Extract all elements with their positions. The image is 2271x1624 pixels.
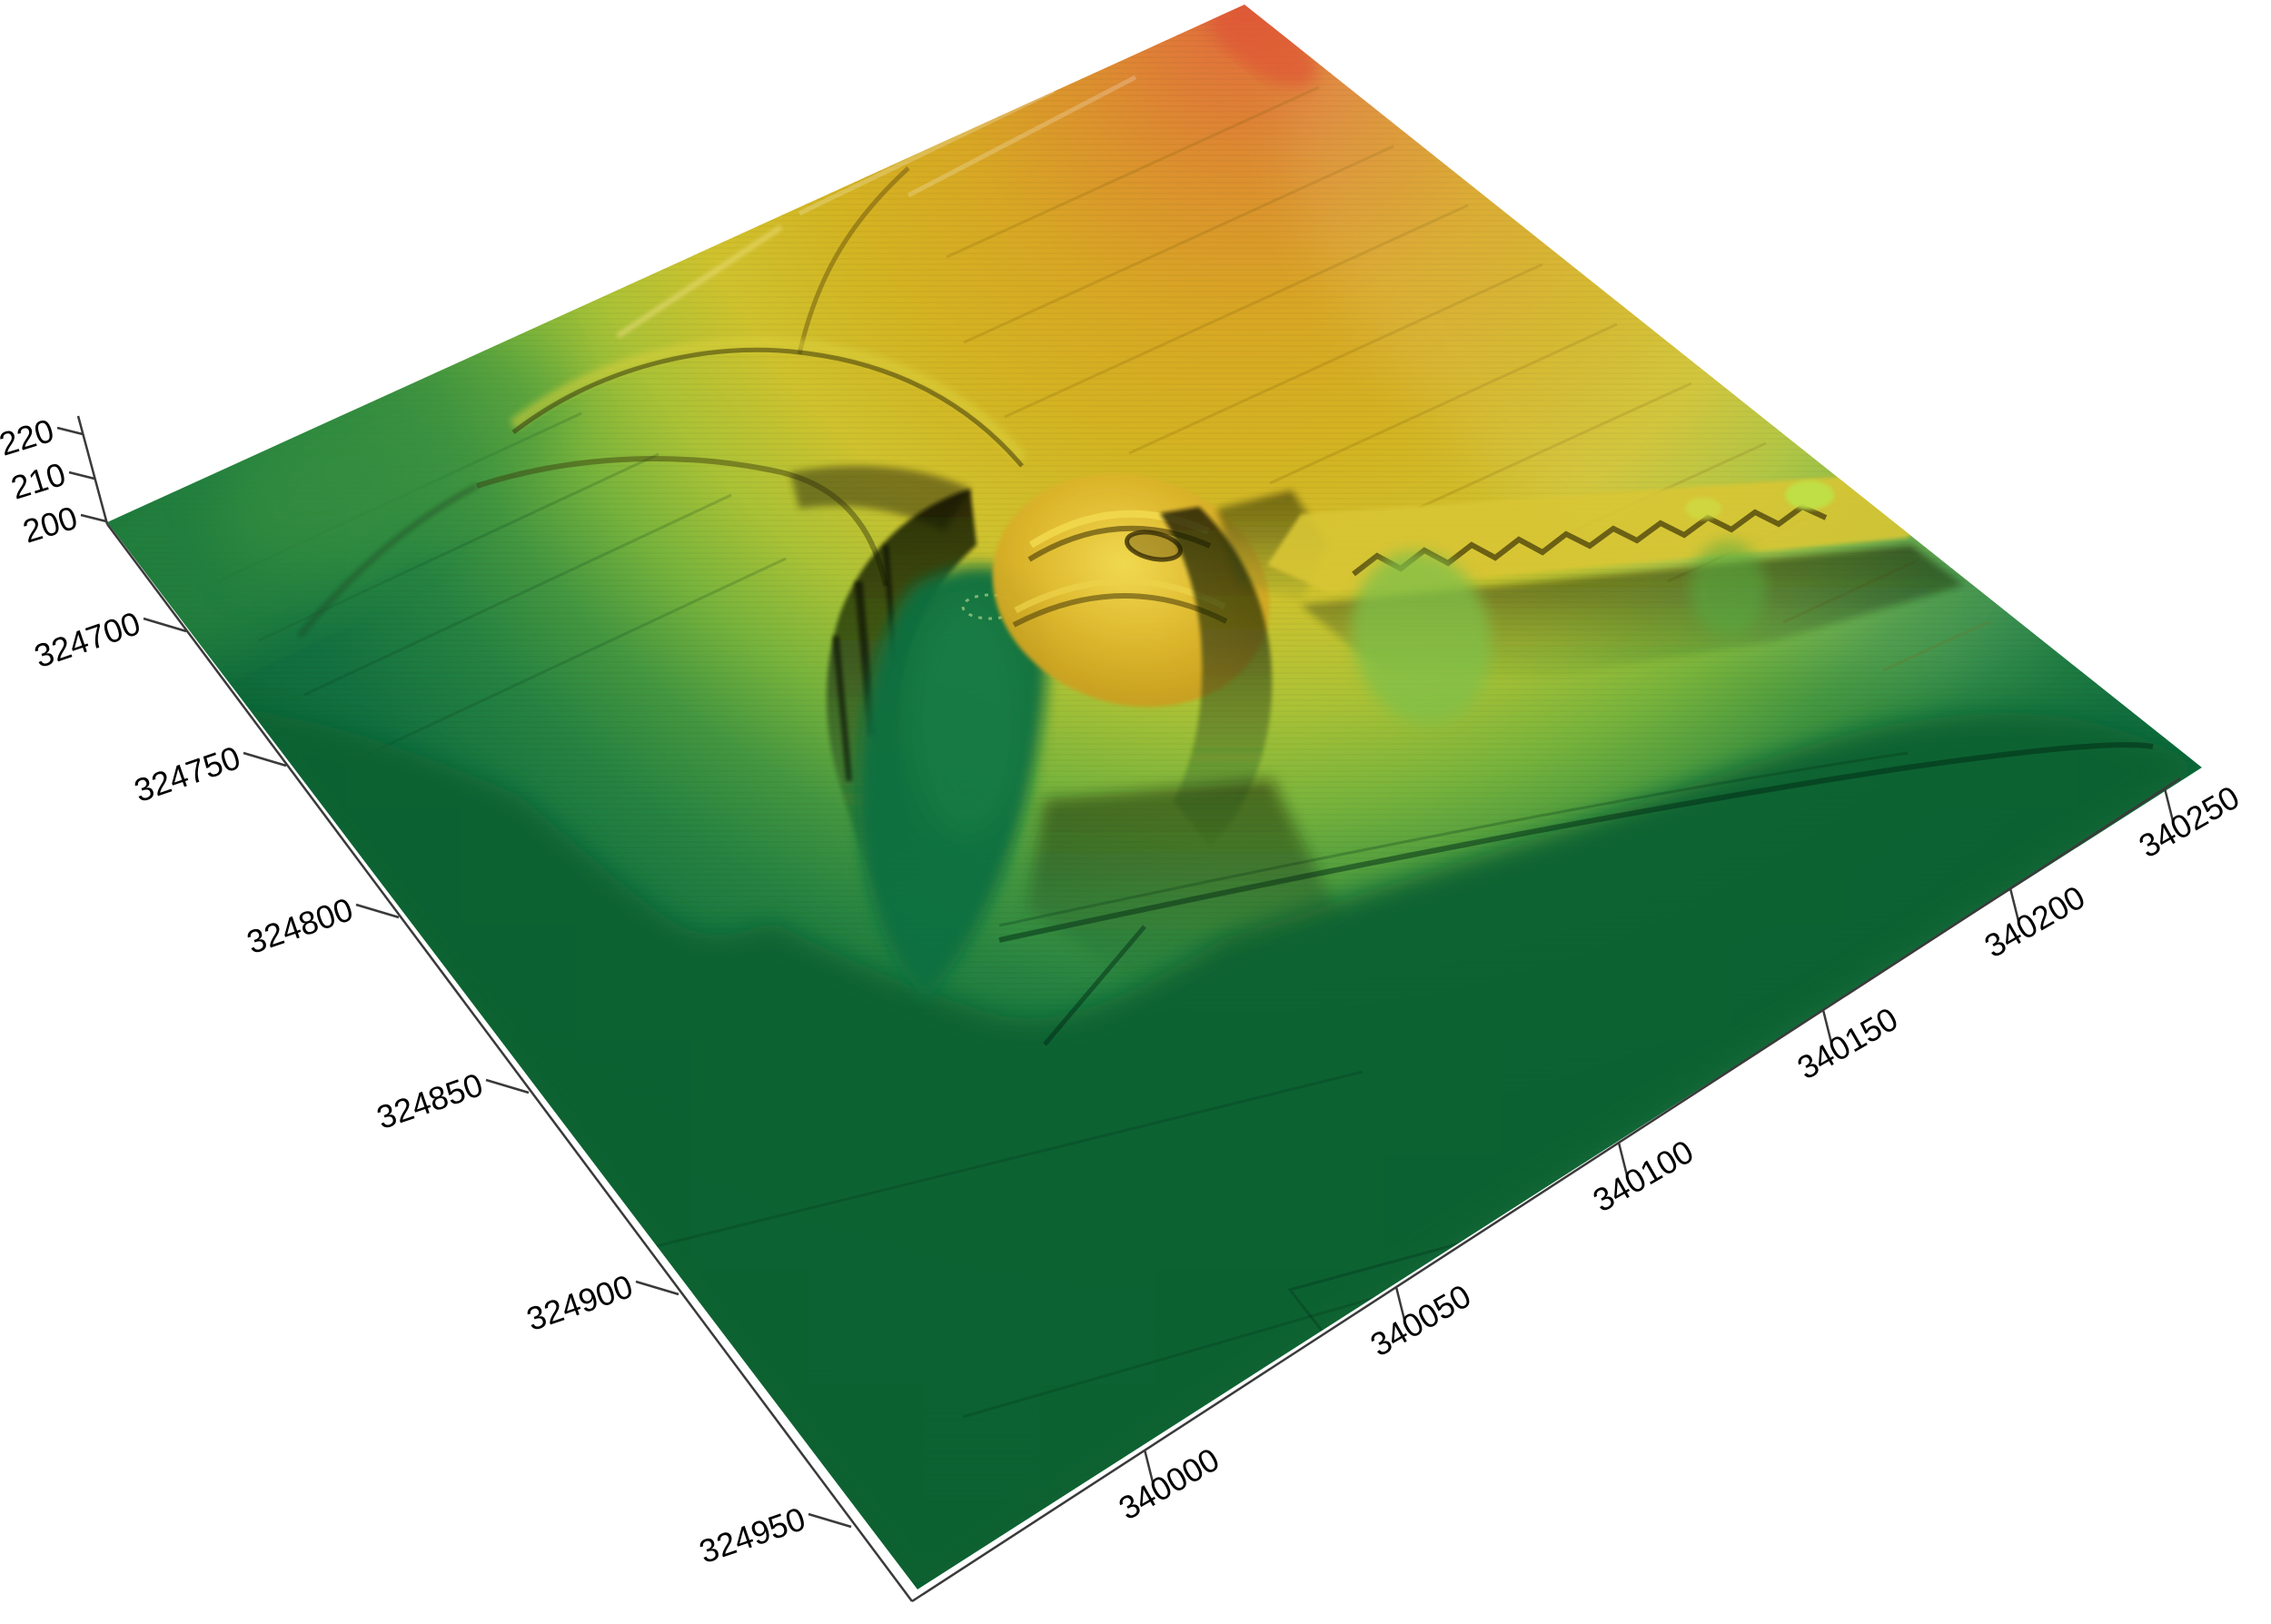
z-axis-ticks bbox=[56, 426, 107, 523]
y-axis-ticks bbox=[143, 617, 852, 1529]
field-bank bbox=[616, 224, 783, 339]
upper-trackway bbox=[797, 166, 910, 355]
valley-floor bbox=[218, 704, 2202, 1589]
summit-red-patch bbox=[1209, 5, 1316, 86]
quarry-bowl bbox=[297, 336, 1335, 999]
y-axis-line bbox=[105, 523, 914, 1602]
x-axis-line bbox=[911, 777, 2181, 1603]
quarry-bench bbox=[1267, 472, 1964, 725]
x-axis-ticks bbox=[1143, 787, 2176, 1487]
axes bbox=[56, 415, 2181, 1603]
z-axis-line bbox=[76, 415, 109, 525]
west-slope-light bbox=[213, 346, 568, 571]
